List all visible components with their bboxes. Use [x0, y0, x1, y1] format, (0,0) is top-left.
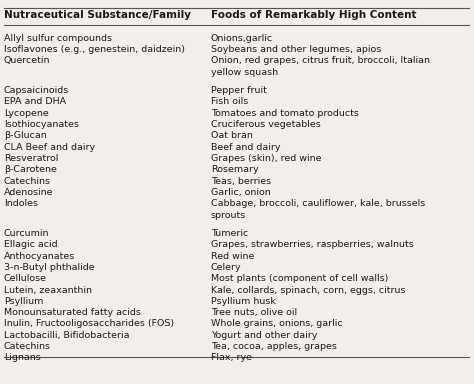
Text: Grapes, strawberries, raspberries, walnuts: Grapes, strawberries, raspberries, walnu… — [211, 240, 414, 249]
Text: Rosemary: Rosemary — [211, 166, 258, 174]
Text: Celery: Celery — [211, 263, 242, 272]
Text: Garlic, onion: Garlic, onion — [211, 188, 271, 197]
Text: Cabbage, broccoli, cauliflower, kale, brussels: Cabbage, broccoli, cauliflower, kale, br… — [211, 199, 425, 208]
Text: Grapes (skin), red wine: Grapes (skin), red wine — [211, 154, 321, 163]
Text: Tumeric: Tumeric — [211, 229, 248, 238]
Text: Isothiocyanates: Isothiocyanates — [4, 120, 79, 129]
Text: Nutraceutical Substance/Family: Nutraceutical Substance/Family — [4, 10, 191, 20]
Text: 3-n-Butyl phthalide: 3-n-Butyl phthalide — [4, 263, 94, 272]
Text: Beef and dairy: Beef and dairy — [211, 143, 281, 152]
Text: Whole grains, onions, garlic: Whole grains, onions, garlic — [211, 319, 343, 328]
Text: Psyllium husk: Psyllium husk — [211, 297, 276, 306]
Text: Allyl sulfur compounds: Allyl sulfur compounds — [4, 34, 112, 43]
Text: Cellulose: Cellulose — [4, 274, 47, 283]
Text: Tree nuts, olive oil: Tree nuts, olive oil — [211, 308, 297, 317]
Text: Anthocyanates: Anthocyanates — [4, 252, 75, 260]
Text: Flax, rye: Flax, rye — [211, 354, 252, 362]
Text: Most plants (component of cell walls): Most plants (component of cell walls) — [211, 274, 388, 283]
Text: Tea, cocoa, apples, grapes: Tea, cocoa, apples, grapes — [211, 342, 337, 351]
Text: Adenosine: Adenosine — [4, 188, 53, 197]
Text: Oat bran: Oat bran — [211, 131, 253, 140]
Text: Inulin, Fructooligosaccharides (FOS): Inulin, Fructooligosaccharides (FOS) — [4, 319, 174, 328]
Text: yellow squash: yellow squash — [211, 68, 278, 77]
Text: Lignans: Lignans — [4, 354, 41, 362]
Text: Lycopene: Lycopene — [4, 109, 48, 118]
Text: Onion, red grapes, citrus fruit, broccoli, Italian: Onion, red grapes, citrus fruit, broccol… — [211, 56, 430, 65]
Text: β-Glucan: β-Glucan — [4, 131, 46, 140]
Text: Indoles: Indoles — [4, 199, 38, 208]
Text: Cruciferous vegetables: Cruciferous vegetables — [211, 120, 321, 129]
Text: Resveratrol: Resveratrol — [4, 154, 58, 163]
Text: Fish oils: Fish oils — [211, 98, 248, 106]
Text: Monounsaturated fatty acids: Monounsaturated fatty acids — [4, 308, 141, 317]
Text: Soybeans and other legumes, apios: Soybeans and other legumes, apios — [211, 45, 381, 54]
Text: Lutein, zeaxanthin: Lutein, zeaxanthin — [4, 286, 92, 295]
Text: Curcumin: Curcumin — [4, 229, 49, 238]
Text: Tomatoes and tomato products: Tomatoes and tomato products — [211, 109, 359, 118]
Text: Ellagic acid: Ellagic acid — [4, 240, 57, 249]
Text: Lactobacilli, Bifidobacteria: Lactobacilli, Bifidobacteria — [4, 331, 129, 340]
Text: Foods of Remarkably High Content: Foods of Remarkably High Content — [211, 10, 417, 20]
Text: Psyllium: Psyllium — [4, 297, 43, 306]
Text: Catechins: Catechins — [4, 342, 51, 351]
Text: Quercetin: Quercetin — [4, 56, 50, 65]
Text: Red wine: Red wine — [211, 252, 255, 260]
Text: Capsaicinoids: Capsaicinoids — [4, 86, 69, 95]
Text: β-Carotene: β-Carotene — [4, 166, 57, 174]
Text: EPA and DHA: EPA and DHA — [4, 98, 66, 106]
Text: Yogurt and other dairy: Yogurt and other dairy — [211, 331, 317, 340]
Text: sprouts: sprouts — [211, 211, 246, 220]
Text: CLA Beef and dairy: CLA Beef and dairy — [4, 143, 95, 152]
Text: Kale, collards, spinach, corn, eggs, citrus: Kale, collards, spinach, corn, eggs, cit… — [211, 286, 405, 295]
Text: Isoflavones (e.g., genestein, daidzein): Isoflavones (e.g., genestein, daidzein) — [4, 45, 185, 54]
Text: Catechins: Catechins — [4, 177, 51, 185]
Text: Pepper fruit: Pepper fruit — [211, 86, 267, 95]
Text: Teas, berries: Teas, berries — [211, 177, 271, 185]
Text: Onions,garlic: Onions,garlic — [211, 34, 273, 43]
